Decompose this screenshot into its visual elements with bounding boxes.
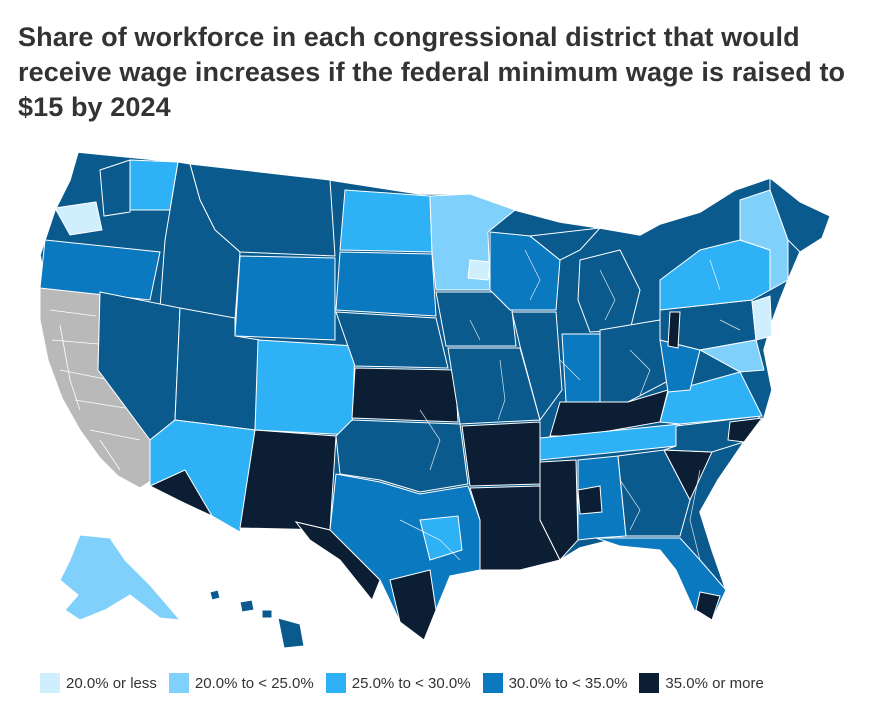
legend-item-35-or-more: 35.0% or more — [639, 673, 764, 693]
alabama-dark — [577, 485, 603, 515]
oregon-region — [39, 239, 161, 301]
north-dakota-region — [339, 189, 433, 253]
hawaii-islands — [209, 589, 305, 649]
arizona-region — [149, 419, 256, 533]
legend-label: 30.0% to < 35.0% — [508, 674, 628, 692]
washington-light-district — [54, 201, 103, 236]
new-jersey-region — [751, 295, 773, 341]
legend-swatch — [168, 673, 189, 693]
florida-dark-south — [695, 591, 721, 621]
colorado-region — [254, 339, 356, 436]
maine-region — [769, 176, 831, 253]
oklahoma-region — [335, 419, 469, 493]
kansas-region — [351, 367, 459, 423]
south-dakota-region — [335, 251, 437, 317]
mississippi-region — [539, 459, 579, 561]
us-congressional-district-map — [39, 151, 831, 649]
maryland-delaware-region — [698, 339, 765, 373]
alaska-region — [59, 534, 182, 621]
texas-light-center — [419, 515, 463, 561]
nebraska-region — [335, 311, 449, 369]
michigan-upper — [528, 227, 602, 261]
legend-swatch — [40, 673, 60, 693]
legend-label: 35.0% or more — [665, 674, 764, 692]
legend-label: 25.0% to < 30.0% — [351, 674, 471, 692]
virginia-region — [659, 371, 763, 425]
legend-item-30-to-35: 30.0% to < 35.0% — [482, 673, 628, 693]
texas-dark-west — [294, 521, 381, 601]
legend-swatch — [325, 673, 346, 693]
new-mexico-region — [239, 429, 337, 531]
legend-item-20-to-25: 20.0% to < 25.0% — [168, 673, 314, 693]
california-district-lines — [49, 309, 141, 471]
florida-region — [595, 537, 727, 621]
legend-item-20-or-less: 20.0% or less — [40, 673, 157, 693]
legend-label: 20.0% or less — [66, 674, 157, 692]
iowa-region — [435, 291, 517, 347]
legend-swatch — [482, 673, 503, 693]
texas-dark-south — [389, 569, 437, 641]
idaho-region — [159, 161, 241, 321]
ohio-region — [599, 319, 671, 403]
map-legend: 20.0% or less 20.0% to < 25.0% 25.0% to … — [40, 672, 776, 694]
minnesota-light — [467, 259, 491, 281]
arkansas-region — [461, 421, 541, 487]
georgia-region — [617, 449, 691, 537]
legend-swatch — [639, 673, 660, 693]
north-carolina-dark-east — [727, 417, 764, 443]
wyoming-region — [234, 255, 336, 341]
district-boundary-texture — [399, 249, 741, 561]
minnesota-region — [429, 193, 517, 291]
illinois-region — [511, 311, 563, 422]
washington-central — [99, 159, 131, 217]
alabama-region — [577, 455, 627, 541]
map-title: Share of workforce in each congressional… — [18, 22, 846, 122]
legend-label: 20.0% to < 25.0% — [194, 674, 314, 692]
pennsylvania-dark-strip — [667, 311, 681, 349]
legend-item-25-to-30: 25.0% to < 30.0% — [325, 673, 471, 693]
arizona-dark-south — [148, 469, 214, 518]
